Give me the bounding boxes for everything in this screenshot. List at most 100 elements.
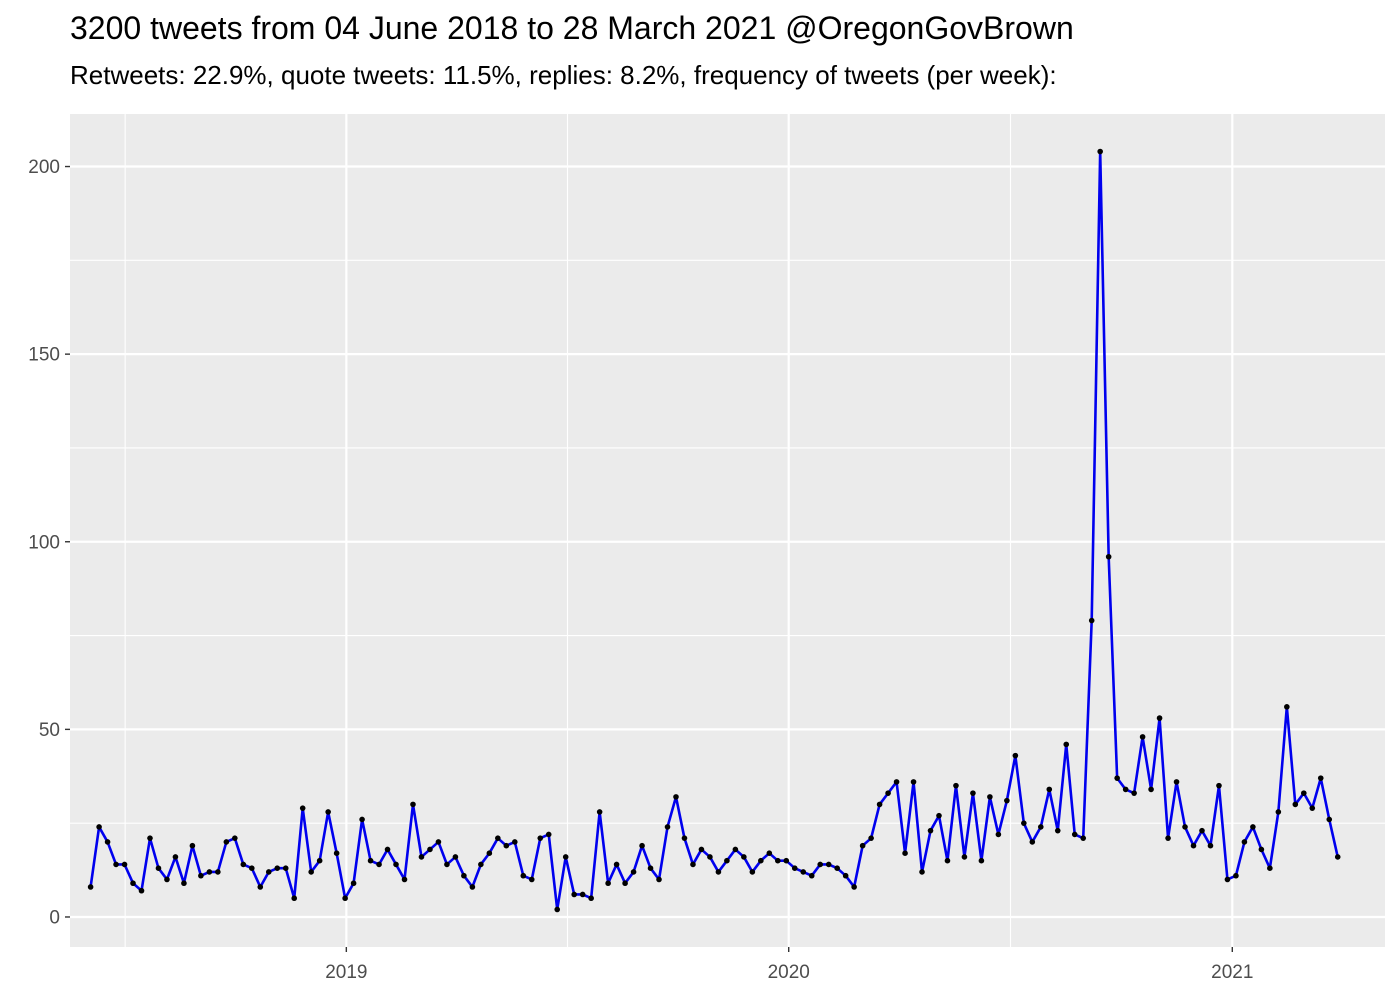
data-point xyxy=(885,790,891,796)
data-point xyxy=(1105,553,1112,560)
data-point xyxy=(520,872,527,879)
data-point xyxy=(1173,779,1180,785)
data-point xyxy=(1258,846,1265,853)
data-point xyxy=(316,857,323,864)
data-point xyxy=(1309,805,1316,811)
data-point xyxy=(851,884,857,890)
data-point xyxy=(690,861,696,868)
data-point xyxy=(919,869,925,875)
data-point xyxy=(486,850,493,856)
data-point xyxy=(1292,801,1299,808)
data-point xyxy=(953,782,959,789)
data-point xyxy=(732,846,739,853)
data-point xyxy=(995,831,1002,838)
data-point xyxy=(232,835,238,841)
data-point xyxy=(800,869,807,875)
data-point xyxy=(766,850,773,856)
data-point xyxy=(724,857,730,864)
data-point xyxy=(859,842,866,849)
data-point xyxy=(1207,842,1214,849)
data-point xyxy=(868,835,874,841)
data-point xyxy=(410,801,416,808)
data-point xyxy=(274,865,281,871)
data-point xyxy=(478,861,484,868)
data-point xyxy=(299,805,306,811)
data-point xyxy=(1114,775,1120,781)
data-point xyxy=(1156,715,1163,721)
data-point xyxy=(1046,786,1053,793)
y-tick-label: 0 xyxy=(49,907,60,928)
data-point xyxy=(257,884,264,890)
data-point xyxy=(1224,876,1231,883)
data-point xyxy=(656,876,662,883)
data-point xyxy=(681,835,688,841)
data-point xyxy=(707,854,713,860)
data-point xyxy=(902,850,908,856)
data-point xyxy=(1165,835,1171,841)
data-point xyxy=(579,891,586,898)
data-point xyxy=(613,861,620,868)
data-point xyxy=(418,854,425,860)
data-point xyxy=(571,891,577,898)
data-point xyxy=(1004,797,1010,804)
data-point xyxy=(130,880,136,887)
data-point xyxy=(1317,775,1324,781)
data-point xyxy=(1267,865,1273,871)
data-point xyxy=(1139,734,1146,740)
data-point xyxy=(495,835,501,841)
data-point xyxy=(944,857,951,864)
data-point xyxy=(554,906,561,913)
data-point xyxy=(87,884,94,890)
series-line xyxy=(89,150,1339,911)
data-point xyxy=(206,869,213,875)
data-point xyxy=(1071,831,1078,838)
data-point xyxy=(172,854,179,860)
data-point xyxy=(758,857,764,864)
y-tick-label: 200 xyxy=(28,157,60,178)
data-point xyxy=(1097,148,1103,155)
data-point xyxy=(401,876,408,883)
data-point xyxy=(987,794,993,800)
data-point xyxy=(1021,820,1027,826)
data-point xyxy=(1063,741,1070,748)
data-point xyxy=(121,861,128,868)
data-point xyxy=(104,839,111,845)
data-point xyxy=(164,876,170,883)
data-point xyxy=(1326,816,1333,823)
data-point xyxy=(1054,827,1061,834)
data-point xyxy=(562,854,569,860)
data-point xyxy=(1080,835,1087,841)
data-point xyxy=(825,861,832,868)
data-point xyxy=(469,884,476,890)
data-point xyxy=(427,846,433,853)
data-point xyxy=(961,854,968,860)
data-point xyxy=(605,880,611,887)
data-point xyxy=(350,880,357,887)
data-point xyxy=(1301,790,1307,796)
data-point xyxy=(359,816,365,823)
data-point xyxy=(817,861,824,868)
data-point xyxy=(367,857,374,864)
data-point xyxy=(96,824,102,830)
data-point xyxy=(503,842,510,849)
data-point xyxy=(791,865,798,871)
data-point xyxy=(198,872,204,879)
data-point xyxy=(1012,752,1019,759)
data-point xyxy=(588,895,594,902)
data-point xyxy=(435,839,442,845)
data-point xyxy=(1250,824,1256,830)
data-point xyxy=(325,809,331,815)
chart-title: 3200 tweets from 04 June 2018 to 28 Marc… xyxy=(70,10,1074,46)
y-tick-label: 50 xyxy=(39,720,60,741)
data-point xyxy=(1284,704,1290,710)
data-point xyxy=(291,895,298,902)
data-point xyxy=(240,861,247,868)
data-point xyxy=(181,880,187,887)
data-point xyxy=(639,842,645,849)
data-point xyxy=(698,846,705,853)
data-point xyxy=(834,865,840,871)
data-point xyxy=(1088,617,1095,624)
data-point xyxy=(664,824,671,830)
data-point xyxy=(622,880,628,887)
